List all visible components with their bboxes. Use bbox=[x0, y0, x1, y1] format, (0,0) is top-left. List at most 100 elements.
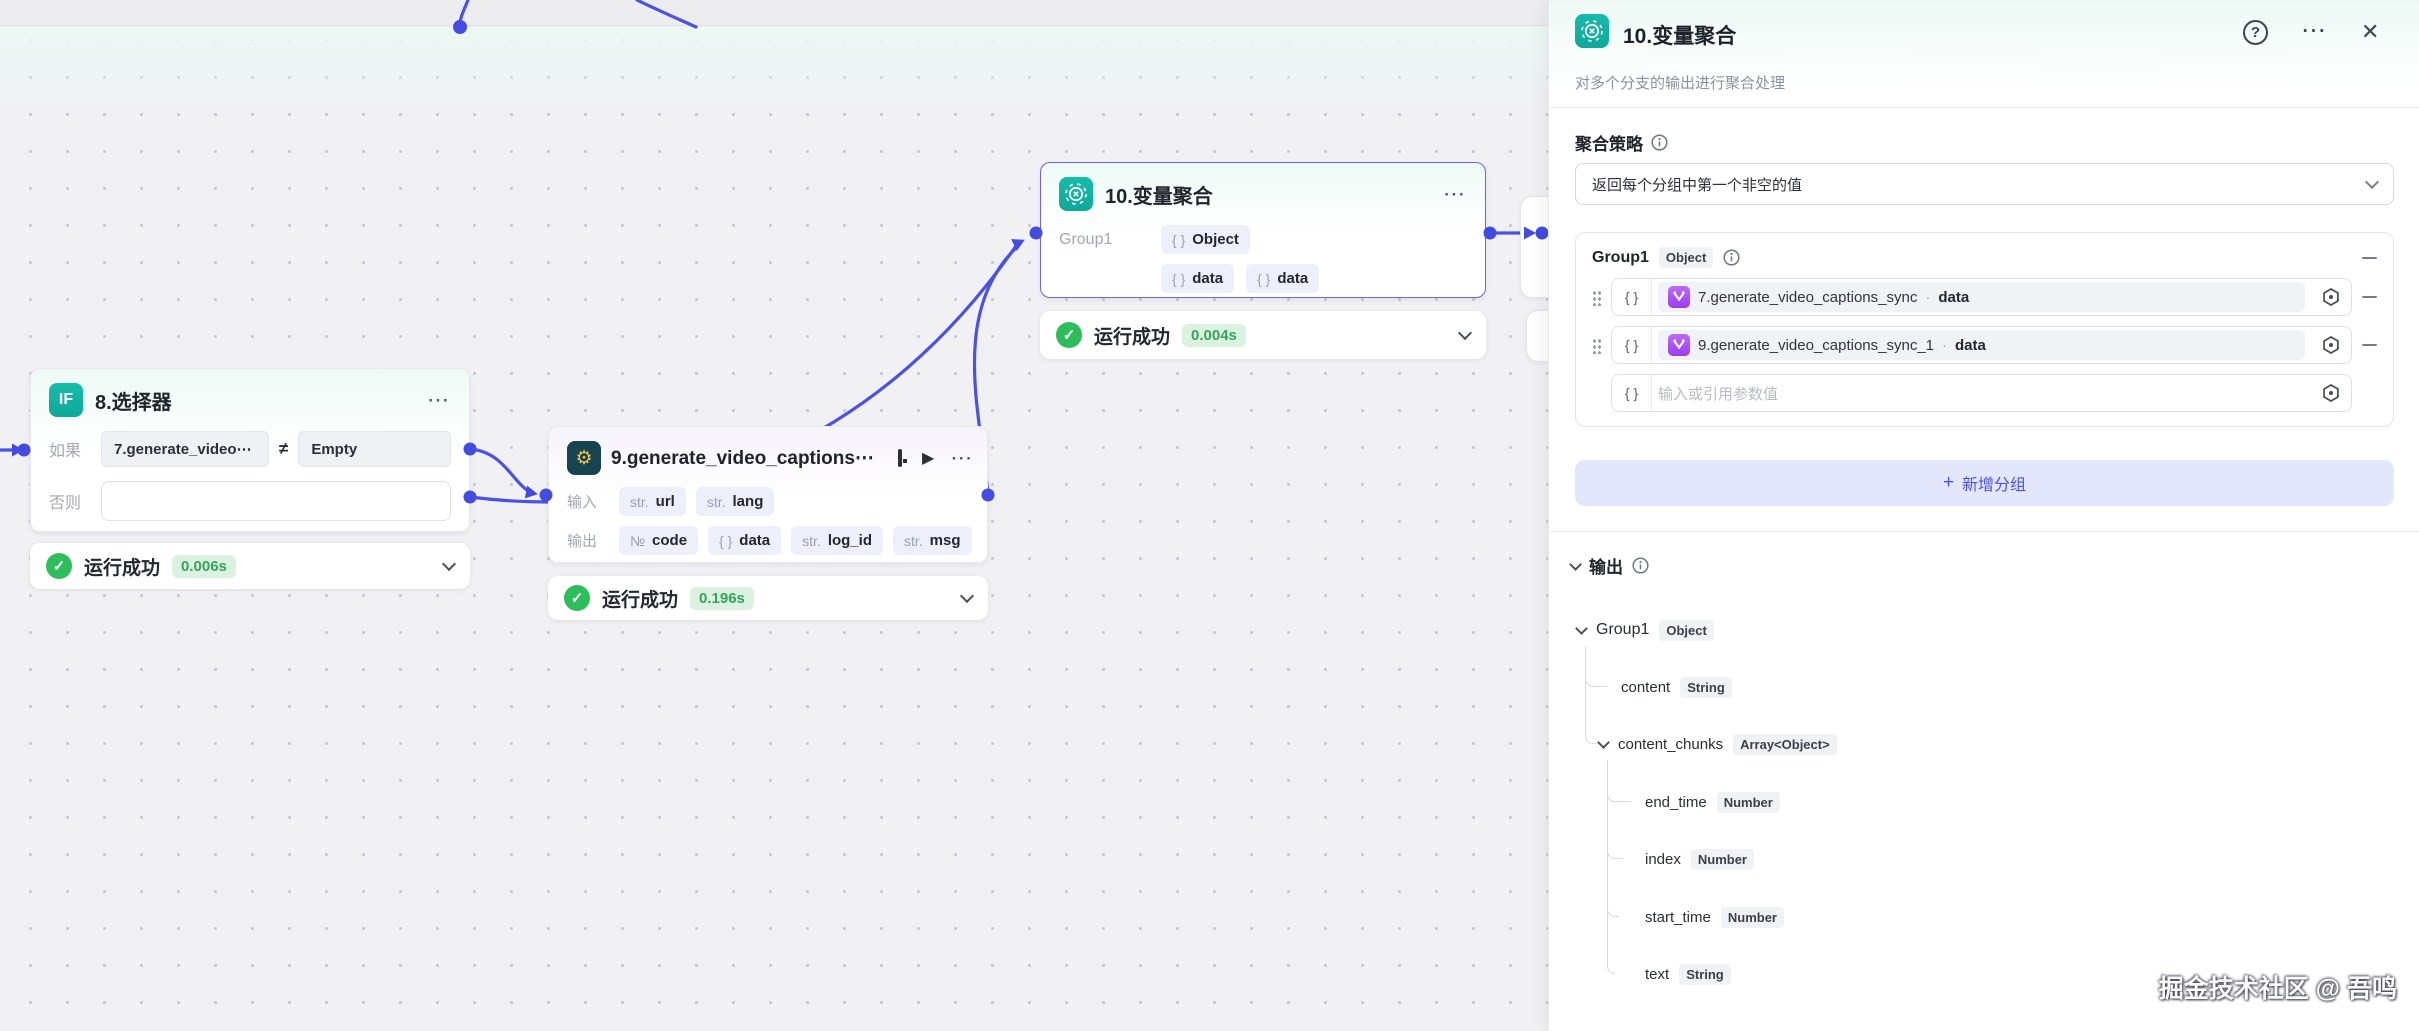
output-section-label: 输出 bbox=[1589, 558, 1623, 577]
chevron-down-icon bbox=[2364, 174, 2380, 190]
info-icon[interactable] bbox=[1723, 249, 1740, 266]
output-param-badge: str. msg bbox=[892, 526, 972, 555]
reference-pill[interactable]: 9.generate_video_captions_sync_1 · data bbox=[1658, 330, 2305, 360]
node-aggregate-menu-icon[interactable]: ⋯ bbox=[1443, 181, 1467, 206]
condition-operator[interactable]: ≠ bbox=[279, 439, 289, 458]
aggregate-node-icon bbox=[1575, 14, 1609, 48]
run-duration-badge: 0.004s bbox=[1182, 323, 1246, 347]
outputs-label: 输出 bbox=[567, 533, 598, 550]
if-node-icon: IF bbox=[49, 383, 83, 417]
help-icon[interactable]: ? bbox=[2243, 20, 2268, 45]
tree-item-type-badge: Number bbox=[1720, 906, 1784, 928]
variable-row-empty: { } 输入或引用参数值 bbox=[1592, 374, 2377, 412]
reference-separator: · bbox=[1925, 288, 1931, 306]
drag-handle-icon[interactable] bbox=[1592, 288, 1601, 306]
reference-pill[interactable]: 7.generate_video_captions_sync · data bbox=[1658, 282, 2305, 312]
variable-input-placeholder[interactable]: 输入或引用参数值 bbox=[1658, 385, 1779, 403]
output-tree-item[interactable]: Group1 Object bbox=[1575, 617, 1714, 643]
remove-variable-icon[interactable] bbox=[2362, 296, 2377, 298]
info-icon[interactable] bbox=[1632, 557, 1649, 574]
node-aggregate-title: 10.变量聚合 bbox=[1105, 185, 1213, 208]
else-label: 否则 bbox=[49, 495, 82, 512]
node-plugin[interactable]: ⚙ 9.generate_video_captions⋯ ▶ ⋯ 输入 str.… bbox=[548, 426, 988, 563]
value-mode-toggle[interactable] bbox=[2311, 383, 2351, 403]
add-group-label: 新增分组 bbox=[1962, 477, 2027, 494]
else-branch-box[interactable] bbox=[101, 481, 451, 521]
node-selector-title: 8.选择器 bbox=[95, 391, 172, 414]
node-selector[interactable]: IF 8.选择器 ⋯ 如果 7.generate_video⋯ ≠ Empty … bbox=[30, 368, 470, 532]
group-type-badge: Object bbox=[1658, 247, 1714, 268]
variable-row: { } 7.generate_video_captions_sync · dat… bbox=[1592, 278, 2377, 316]
braces-icon: { } bbox=[1612, 279, 1652, 315]
watermark: 掘金技术社区 @ 吾鸣 bbox=[2158, 975, 2397, 1003]
variable-value-box[interactable]: { } 7.generate_video_captions_sync · dat… bbox=[1611, 278, 2352, 316]
tree-item-name: end_time bbox=[1645, 793, 1707, 811]
tree-item-type-badge: Number bbox=[1690, 848, 1754, 870]
condition-left-value[interactable]: 7.generate_video⋯ bbox=[101, 431, 269, 467]
close-icon[interactable]: ✕ bbox=[2361, 19, 2380, 44]
info-icon[interactable] bbox=[1651, 134, 1668, 151]
braces-icon: { } bbox=[1612, 327, 1652, 363]
run-status-label: 运行成功 bbox=[1094, 326, 1171, 348]
chevron-down-icon[interactable] bbox=[1597, 736, 1610, 749]
chevron-down-icon[interactable] bbox=[441, 556, 457, 572]
node-selector-menu-icon[interactable]: ⋯ bbox=[427, 387, 451, 412]
success-check-icon: ✓ bbox=[46, 553, 72, 579]
output-tree-item[interactable]: content_chunks Array<Object> bbox=[1597, 731, 1837, 757]
strategy-label-text: 聚合策略 bbox=[1575, 135, 1643, 154]
output-tree-item[interactable]: index Number bbox=[1645, 846, 1754, 872]
condition-right-value[interactable]: Empty bbox=[298, 431, 451, 467]
output-tree-item[interactable]: end_time Number bbox=[1645, 789, 1780, 815]
canvas-mint-glow bbox=[0, 27, 1548, 105]
run-status-label: 运行成功 bbox=[602, 589, 679, 611]
divider bbox=[1549, 531, 2419, 532]
tree-item-type-badge: Object bbox=[1659, 619, 1714, 641]
node-selector-run-status[interactable]: ✓ 运行成功 0.006s bbox=[30, 543, 470, 589]
drag-handle-icon[interactable] bbox=[1592, 336, 1601, 354]
group-row-label: Group1 bbox=[1059, 231, 1113, 248]
inputs-label: 输入 bbox=[567, 494, 598, 511]
node-plugin-run-status[interactable]: ✓ 运行成功 0.196s bbox=[548, 576, 988, 620]
hidden-status-sliver bbox=[1526, 310, 1548, 362]
tree-item-type-badge: Array<Object> bbox=[1733, 733, 1837, 755]
panel-menu-icon[interactable]: ⋯ bbox=[2301, 16, 2328, 44]
panel-header-background bbox=[1549, 0, 2419, 96]
result-panel-icon[interactable] bbox=[897, 449, 907, 467]
output-param-badge: № code bbox=[619, 526, 699, 555]
panel-subtitle: 对多个分支的输出进行聚合处理 bbox=[1575, 75, 1786, 92]
remove-variable-icon[interactable] bbox=[2362, 344, 2377, 346]
node-aggregate[interactable]: 10.变量聚合 ⋯ Group1 { } Object { } data bbox=[1040, 162, 1486, 298]
node-plugin-menu-icon[interactable]: ⋯ bbox=[950, 445, 975, 470]
group-data-badge: { } data bbox=[1161, 264, 1235, 293]
value-mode-toggle[interactable] bbox=[2311, 287, 2351, 307]
success-check-icon: ✓ bbox=[1056, 322, 1082, 348]
plugin-icon bbox=[1668, 334, 1690, 356]
variable-value-box[interactable]: { } 9.generate_video_captions_sync_1 · d… bbox=[1611, 326, 2352, 364]
output-tree-item[interactable]: content String bbox=[1621, 674, 1732, 700]
tree-item-type-badge: String bbox=[1680, 676, 1732, 698]
add-group-button[interactable]: + 新增分组 bbox=[1575, 460, 2394, 506]
workflow-canvas[interactable]: IF 8.选择器 ⋯ 如果 7.generate_video⋯ ≠ Empty … bbox=[0, 0, 1548, 1031]
chevron-down-icon[interactable] bbox=[1575, 622, 1588, 635]
plus-icon: + bbox=[1942, 472, 1955, 493]
divider bbox=[1549, 107, 2419, 108]
chevron-down-icon[interactable] bbox=[1569, 557, 1582, 571]
run-duration-badge: 0.006s bbox=[172, 554, 236, 578]
output-param-badge: str. log_id bbox=[791, 526, 883, 555]
strategy-select[interactable]: 返回每个分组中第一个非空的值 bbox=[1575, 163, 2394, 205]
group-data-badge: { } data bbox=[1246, 264, 1320, 293]
reference-node-name: 9.generate_video_captions_sync_1 bbox=[1698, 336, 1935, 354]
tree-connector bbox=[1585, 646, 1597, 744]
output-tree-item[interactable]: start_time Number bbox=[1645, 904, 1784, 930]
variable-input-box[interactable]: { } 输入或引用参数值 bbox=[1611, 374, 2352, 412]
run-status-label: 运行成功 bbox=[84, 557, 161, 579]
chevron-down-icon[interactable] bbox=[1457, 325, 1473, 341]
output-tree-item[interactable]: text String bbox=[1645, 961, 1731, 987]
value-mode-toggle[interactable] bbox=[2311, 335, 2351, 355]
run-node-icon[interactable]: ▶ bbox=[921, 450, 935, 467]
output-section-header[interactable]: 输出 bbox=[1569, 553, 1649, 578]
hidden-node-sliver bbox=[1520, 196, 1548, 298]
remove-group-icon[interactable] bbox=[2362, 256, 2377, 259]
node-aggregate-run-status[interactable]: ✓ 运行成功 0.004s bbox=[1040, 311, 1486, 359]
chevron-down-icon[interactable] bbox=[959, 588, 975, 604]
